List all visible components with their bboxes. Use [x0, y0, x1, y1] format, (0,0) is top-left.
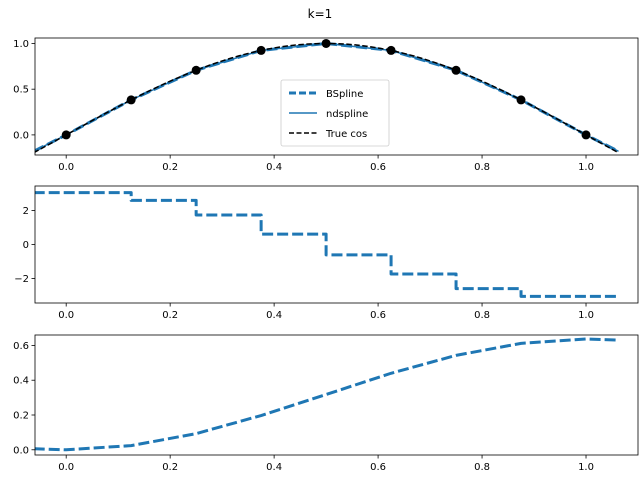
knot-point	[516, 95, 526, 105]
legend-label: ndspline	[326, 109, 368, 120]
x-tick-label: 0.2	[162, 310, 178, 321]
knot-point	[451, 65, 461, 75]
x-tick-label: 0.8	[474, 310, 490, 321]
middle-panel-derivative: 0.0 0.2 0.4 0.6 0.8 1.0 −2 0 2	[14, 185, 639, 321]
y-tick-label: 0.0	[13, 445, 29, 456]
knot-point	[256, 45, 266, 55]
bottom-panel-integral: 0.0 0.2 0.4 0.6 0.8 1.0 0.0 0.2 0.4 0.6	[13, 334, 639, 473]
x-tick-label: 0.4	[266, 162, 282, 173]
x-tick-label: 0.2	[162, 162, 178, 173]
x-tick-label: 0.8	[474, 162, 490, 173]
series-line-bspline	[35, 191, 619, 298]
x-tick-label: 0.0	[58, 162, 74, 173]
legend: BSpline ndspline True cos	[280, 79, 390, 147]
axes-frame	[34, 37, 639, 156]
y-tick-label: −2	[14, 274, 29, 285]
plot-area	[35, 337, 619, 452]
x-tick-label: 0.4	[266, 310, 282, 321]
x-tick-label: 1.0	[578, 162, 594, 173]
legend-label: BSpline	[326, 89, 363, 100]
axes-frame	[34, 334, 639, 456]
plot-area	[35, 38, 620, 154]
legend-label: True cos	[325, 129, 367, 140]
x-tick-label: 0.2	[162, 462, 178, 473]
y-tick-label: 0.5	[13, 85, 29, 96]
figure-title: k=1	[308, 7, 333, 21]
plot-area	[35, 191, 619, 298]
knot-point	[126, 95, 136, 105]
x-tick-label: 0.6	[370, 162, 386, 173]
x-tick-label: 1.0	[578, 462, 594, 473]
y-tick-label: 0.4	[13, 376, 29, 387]
y-tick-label: 1.0	[13, 39, 29, 50]
knot-point	[61, 130, 71, 140]
knot-point	[386, 45, 396, 55]
x-tick-label: 0.4	[266, 462, 282, 473]
knot-point	[581, 130, 591, 140]
y-tick-label: 0	[23, 240, 29, 251]
knot-point	[321, 38, 331, 48]
x-tick-label: 0.0	[58, 310, 74, 321]
x-tick-label: 1.0	[578, 310, 594, 321]
legend-box	[280, 79, 390, 147]
top-panel-cos-fit: 0.0 0.2 0.4 0.6 0.8 1.0 0.0 0.5 1.0 BSpline ndspli…	[13, 37, 639, 173]
series-line-bspline	[35, 337, 619, 452]
x-tick-label: 0.6	[370, 310, 386, 321]
x-tick-label: 0.0	[58, 462, 74, 473]
x-tick-label: 0.6	[370, 462, 386, 473]
x-tick-label: 0.8	[474, 462, 490, 473]
axes-frame	[34, 185, 639, 304]
y-tick-label: 0.0	[13, 130, 29, 141]
y-tick-label: 0.2	[13, 411, 29, 422]
y-tick-label: 0.6	[13, 341, 29, 352]
y-tick-label: 2	[23, 206, 29, 217]
knot-point	[191, 65, 201, 75]
